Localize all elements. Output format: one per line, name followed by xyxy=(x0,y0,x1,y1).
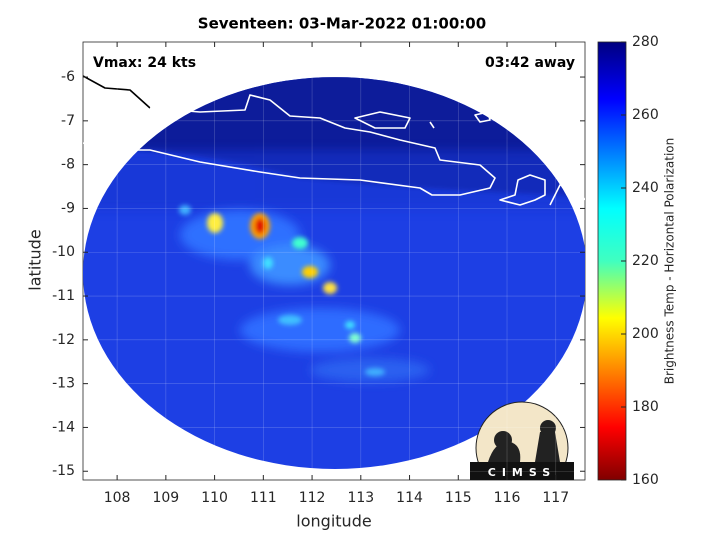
x-tick-label: 115 xyxy=(445,490,472,506)
y-tick-label: -8 xyxy=(61,157,75,173)
colorbar-tick-label: 160 xyxy=(632,472,659,488)
x-tick-label: 109 xyxy=(152,490,179,506)
y-tick-label: -10 xyxy=(52,244,75,260)
vmax-annotation: Vmax: 24 kts xyxy=(93,55,196,71)
colorbar-tick-label: 260 xyxy=(632,107,659,123)
colorbar-tick-label: 240 xyxy=(632,180,659,196)
colorbar-tick-label: 200 xyxy=(632,326,659,342)
x-tick-label: 112 xyxy=(299,490,326,506)
x-tick-label: 111 xyxy=(250,490,277,506)
x-tick-label: 116 xyxy=(494,490,521,506)
x-tick-label: 114 xyxy=(396,490,423,506)
x-tick-label: 117 xyxy=(542,490,569,506)
y-tick-label: -7 xyxy=(61,113,75,129)
x-axis-label: longitude xyxy=(296,512,371,531)
y-axis-label: latitude xyxy=(26,229,45,290)
colorbar-label: Brightness Temp - Horizontal Polarizatio… xyxy=(663,138,677,385)
x-tick-label: 110 xyxy=(201,490,228,506)
logo-text: CIMSS xyxy=(488,466,556,479)
y-tick-label: -14 xyxy=(52,419,75,435)
x-tick-label: 108 xyxy=(104,490,131,506)
time-annotation: 03:42 away xyxy=(485,55,575,71)
cimss-logo: CIMSS xyxy=(470,401,574,480)
x-tick-label: 113 xyxy=(347,490,374,506)
y-tick-label: -13 xyxy=(52,376,75,392)
y-tick-label: -12 xyxy=(52,332,75,348)
colorbar-tick-label: 180 xyxy=(632,399,659,415)
y-tick-label: -11 xyxy=(52,288,75,304)
colorbar-tick-label: 280 xyxy=(632,34,659,50)
y-tick-label: -15 xyxy=(52,463,75,479)
map-image: CIMSS xyxy=(83,64,585,480)
y-tick-label: -6 xyxy=(61,69,75,85)
y-tick-label: -9 xyxy=(61,200,75,216)
chart-title: Seventeen: 03-Mar-2022 01:00:00 xyxy=(198,15,486,33)
colorbar-tick-label: 220 xyxy=(632,253,659,269)
